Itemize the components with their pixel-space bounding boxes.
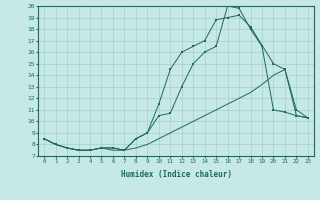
X-axis label: Humidex (Indice chaleur): Humidex (Indice chaleur) — [121, 170, 231, 179]
